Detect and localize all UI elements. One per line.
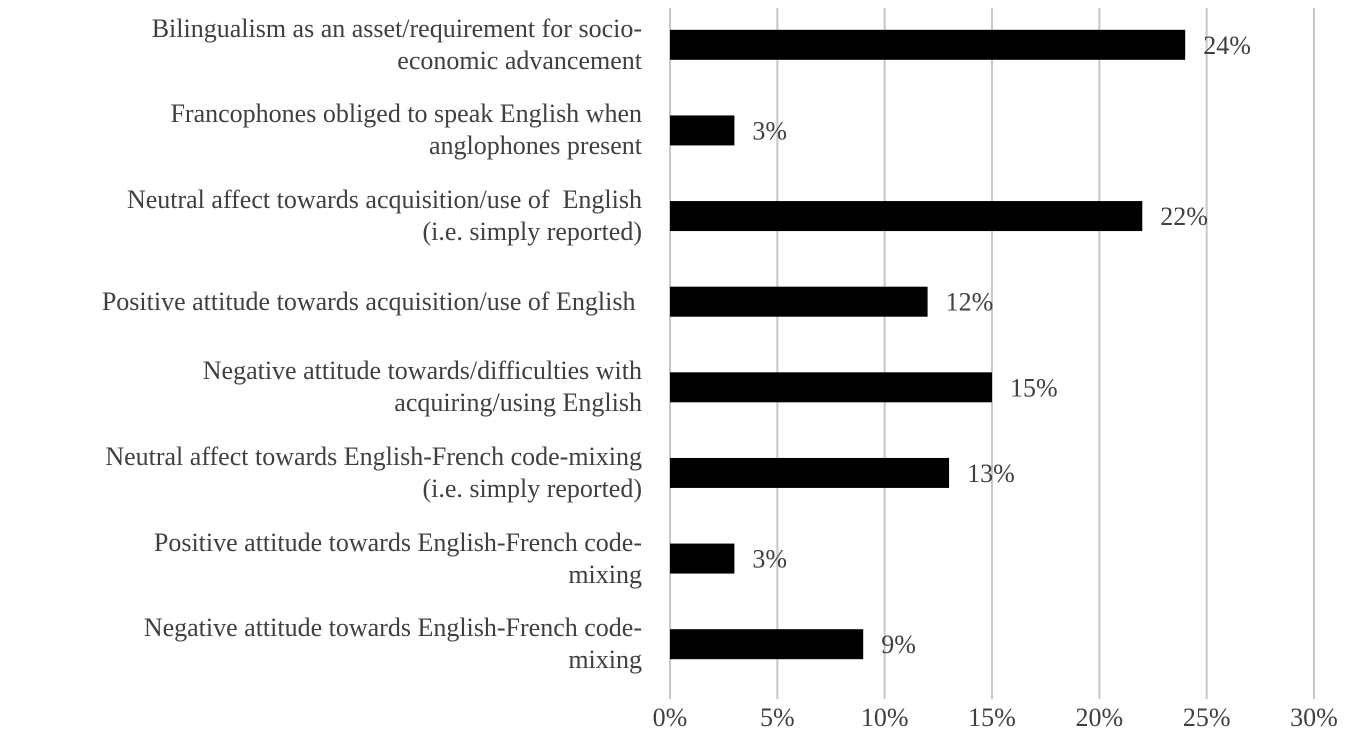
value-label: 3%: [752, 116, 787, 145]
bar: [670, 629, 864, 660]
value-label: 9%: [881, 630, 916, 659]
value-label: 13%: [967, 459, 1015, 488]
bar: [670, 115, 735, 146]
category-label: Positive attitude towards English-French…: [153, 527, 642, 589]
category-label: Negative attitude towards/difficulties w…: [202, 356, 642, 418]
category-label: Bilingualism as an asset/requirement for…: [151, 13, 642, 75]
x-tick-label: 30%: [1290, 703, 1338, 732]
category-label: Negative attitude towards English-French…: [143, 613, 642, 675]
bar: [670, 201, 1143, 232]
value-label: 3%: [752, 545, 787, 574]
bar: [670, 29, 1186, 60]
x-tick-label: 5%: [760, 703, 795, 732]
category-label: Neutral affect towards acquisition/use o…: [126, 185, 642, 247]
category-label: Neutral affect towards English-French co…: [105, 441, 642, 503]
value-label: 15%: [1010, 373, 1058, 402]
bar: [670, 372, 992, 403]
x-tick-label: 0%: [653, 703, 688, 732]
value-label: 12%: [946, 288, 994, 317]
category-label: Positive attitude towards acquisition/us…: [101, 286, 642, 316]
category-label: Francophones obliged to speak English wh…: [170, 99, 642, 161]
bar: [670, 286, 928, 317]
x-tick-label: 20%: [1075, 703, 1123, 732]
x-tick-label: 25%: [1183, 703, 1231, 732]
x-tick-label: 15%: [968, 703, 1016, 732]
bar: [670, 543, 735, 574]
value-label: 24%: [1203, 31, 1251, 60]
value-label: 22%: [1160, 202, 1208, 231]
bar: [670, 457, 950, 488]
x-tick-label: 10%: [861, 703, 909, 732]
